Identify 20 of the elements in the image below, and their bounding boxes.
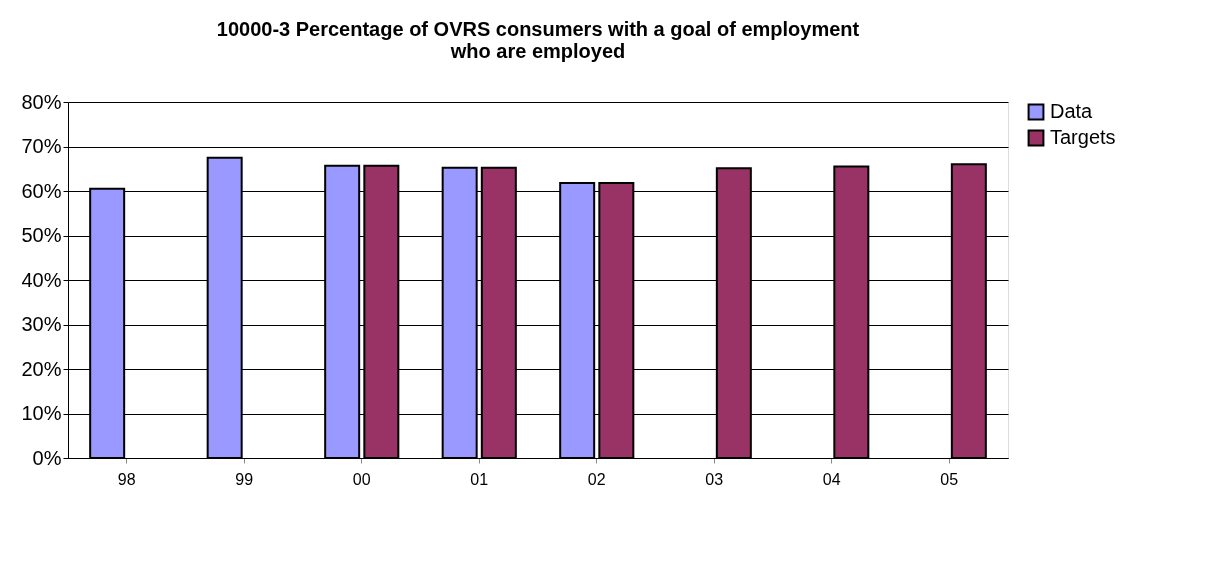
y-tick-label: 10%: [21, 402, 62, 424]
x-tick-label: 00: [352, 470, 371, 488]
y-tick-label: 50%: [21, 224, 62, 246]
y-tick-label: 0%: [32, 446, 62, 469]
y-tick-label: 40%: [21, 268, 62, 291]
y-tick-label: 60%: [21, 179, 62, 202]
x-tick-label: 99: [235, 470, 254, 488]
x-tick-label: 03: [705, 470, 724, 488]
legend-label: Targets: [1050, 126, 1116, 148]
y-tick-label: 80%: [21, 90, 62, 113]
y-tick-label: 20%: [21, 357, 62, 380]
x-tick-label: 01: [470, 470, 489, 488]
x-tick-label: 02: [587, 470, 606, 488]
x-tick-label: 04: [822, 470, 841, 488]
chart-title: 10000-3 Percentage of OVRS consumers with a goal of employment who are employed: [216, 18, 860, 62]
legend-label: Data: [1050, 100, 1094, 122]
x-tick-label: 98: [117, 470, 136, 488]
y-tick-label: 30%: [21, 313, 62, 335]
x-tick-label: 05: [940, 470, 959, 488]
y-tick-label: 70%: [21, 135, 62, 157]
